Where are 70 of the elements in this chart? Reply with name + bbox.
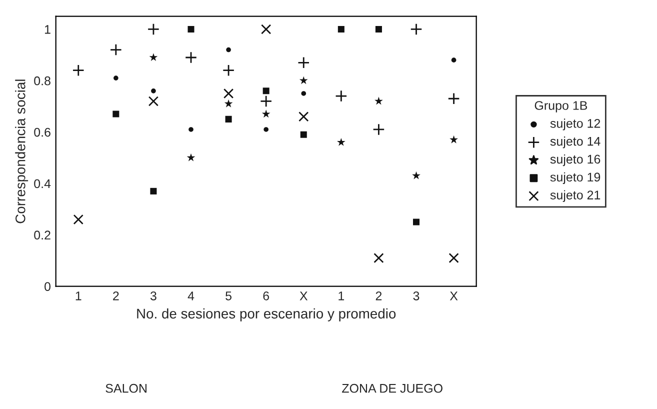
x-tick-label: 2	[113, 291, 119, 300]
legend-label: sujeto 14	[550, 136, 600, 148]
text: ZONA DE JUEGO	[342, 384, 442, 393]
y-tick-label: 0	[44, 282, 50, 291]
x-tick-label: 3	[413, 291, 420, 300]
point	[188, 127, 194, 132]
point	[338, 26, 344, 32]
point	[72, 64, 84, 76]
point	[336, 138, 346, 146]
point	[372, 123, 385, 136]
point	[261, 24, 272, 34]
point	[298, 112, 309, 122]
point	[224, 99, 233, 108]
x-tick-label: 1	[338, 292, 344, 300]
point	[223, 88, 234, 99]
legend-label: sujeto 16	[550, 154, 600, 166]
point	[260, 95, 272, 108]
point	[262, 88, 270, 94]
point	[148, 96, 159, 106]
y-tick-label: 1	[44, 25, 50, 34]
y-tick-label: 0.6	[34, 128, 50, 137]
x-tick-label: 5	[226, 292, 232, 300]
point	[450, 135, 458, 144]
legend-label: sujeto 19	[550, 172, 600, 184]
point	[262, 110, 270, 118]
point	[448, 92, 460, 105]
y-tick-label: 0.4	[34, 179, 51, 188]
point	[410, 23, 422, 36]
point	[184, 51, 198, 64]
point	[264, 127, 268, 132]
point	[186, 153, 196, 162]
point	[301, 91, 306, 96]
point	[448, 252, 459, 264]
x-tick-label: X	[450, 292, 458, 300]
y-tick-label: 0.2	[34, 230, 50, 240]
point	[147, 23, 160, 36]
point	[222, 64, 235, 76]
point	[112, 110, 120, 118]
point	[73, 214, 84, 225]
x-tick-label: 3	[150, 291, 156, 300]
point	[188, 26, 194, 32]
legend-label: sujeto 12	[550, 118, 600, 130]
point	[149, 53, 158, 62]
point	[298, 56, 310, 69]
text: SALON	[106, 384, 146, 393]
x-axis-title: No. de sesiones por escenario y promedio	[137, 308, 396, 322]
y-axis-title: Correspondencia social	[15, 80, 28, 224]
point	[299, 76, 308, 84]
point	[225, 116, 232, 122]
legend-label: sujeto 21	[550, 190, 600, 202]
point	[375, 26, 382, 32]
point	[412, 171, 420, 180]
point	[226, 47, 231, 52]
point	[335, 90, 348, 102]
point	[413, 218, 420, 226]
point	[300, 131, 307, 138]
x-tick-label: 4	[188, 292, 194, 300]
x-tick-label: X	[300, 292, 308, 300]
point	[451, 58, 456, 62]
point	[150, 188, 157, 194]
x-tick-label: 2	[376, 291, 382, 300]
x-tick-label: 6	[263, 291, 270, 300]
point	[374, 252, 384, 264]
point	[110, 44, 122, 56]
point	[374, 96, 383, 105]
y-tick-label: 0.8	[34, 76, 50, 86]
point	[114, 76, 118, 80]
point	[151, 88, 156, 94]
x-tick-label: 1	[76, 292, 82, 300]
legend-title: Grupo 1B	[534, 101, 588, 112]
